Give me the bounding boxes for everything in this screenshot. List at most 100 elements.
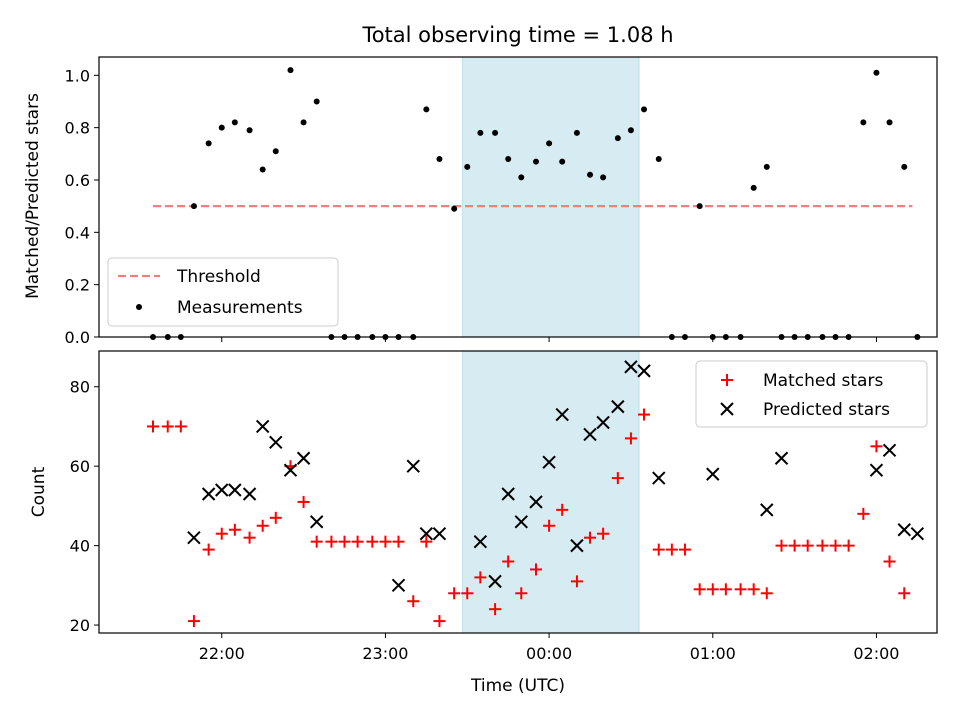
matched-point [174,420,187,433]
predicted-point [760,503,774,517]
matched-point [584,531,597,544]
matched-point [433,615,446,628]
top-y-axis-label: Matched/Predicted stars [23,93,43,299]
measurement-point [627,127,634,134]
matched-point [556,503,569,516]
measurement-point [546,140,553,147]
measurement-point [533,158,540,165]
matched-point [474,571,487,584]
measurement-point [300,119,307,126]
x-tick-label: 02:00 [853,644,899,663]
matched-point [543,519,556,532]
measurement-point [860,119,867,126]
matched-point [597,527,610,540]
matched-point [256,519,269,532]
matched-point [693,583,706,596]
matched-point [760,587,773,600]
measurement-point [451,205,458,212]
predicted-point [406,459,420,473]
measurement-point [492,129,499,136]
legend-matched-swatch [721,374,733,386]
predicted-point [897,523,911,537]
matched-point [392,535,405,548]
matched-point [461,587,474,600]
measurement-point [614,135,621,142]
predicted-point [391,578,406,593]
matched-point [706,583,719,596]
matched-point [829,539,842,552]
bottom-legend-box [695,360,928,428]
predicted-point [774,451,789,465]
predicted-point [269,435,283,450]
x-axis-label: Time (UTC) [470,676,565,696]
top-legend-box [107,257,339,327]
measurement-point [573,129,580,136]
chart-title: Total observing time = 1.08 h [361,23,673,47]
matched-point [816,539,829,552]
predicted-point [296,451,311,465]
measurement-point [259,166,266,173]
matched-point [366,535,379,548]
matched-point [161,420,174,433]
bottom-y-tick-label: 60 [70,457,90,476]
bottom-y-tick-label: 40 [70,537,90,556]
predicted-point [501,487,515,501]
measurement-point [505,156,512,163]
predicted-point [488,574,502,589]
bottom-y-axis-label: Count [29,466,49,517]
predicted-point [187,530,201,545]
measurement-point [313,98,320,105]
predicted-point [255,419,270,434]
predicted-point [637,364,651,378]
bottom-y-tick-label: 20 [70,616,90,635]
measurement-point [587,171,594,178]
legend-matched-label: Matched stars [763,371,883,391]
measurement-point [423,106,430,113]
top-y-tick-label: 1.0 [65,66,90,85]
measurement-point [655,156,662,163]
measurement-point [901,163,908,170]
predicted-point [882,443,897,458]
x-tick-label: 22:00 [199,644,245,663]
predicted-point [215,483,229,497]
measurement-point [218,124,225,131]
predicted-point [611,399,625,414]
matched-point [310,535,323,548]
matched-point [147,420,160,433]
top-y-tick-label: 0.2 [65,276,90,295]
x-tick-label: 01:00 [690,644,736,663]
matched-point [570,575,583,588]
matched-point [325,535,338,548]
predicted-point [201,487,216,501]
measurement-point [436,156,443,163]
matched-point [379,535,392,548]
matched-point [883,555,896,568]
matched-point [638,408,651,421]
measurement-point [464,163,471,170]
matched-point [420,535,433,548]
measurement-point [287,67,294,74]
measurement-point [696,203,703,210]
measurement-point [641,106,648,113]
x-tick-label: 23:00 [362,644,408,663]
predicted-point [542,455,556,469]
predicted-point [419,526,434,541]
measurement-point [190,203,197,210]
predicted-point [652,471,666,485]
bottom-legend: Matched stars Predicted stars [695,360,928,428]
measurement-point [559,158,566,165]
predicted-point [309,515,324,529]
top-panel: 0.0 0.2 0.4 0.6 0.8 1.0 [65,56,938,347]
measurement-point [886,119,893,126]
matched-point [842,539,855,552]
predicted-point [596,415,610,430]
predicted-point [473,534,488,549]
predicted-point [529,495,543,509]
predicted-point [570,538,584,553]
matched-point [678,543,691,556]
top-y-tick-label: 0.6 [65,171,90,190]
matched-point [407,595,420,608]
measurement-point [750,184,757,191]
predicted-point [910,526,925,541]
matched-point [734,583,747,596]
